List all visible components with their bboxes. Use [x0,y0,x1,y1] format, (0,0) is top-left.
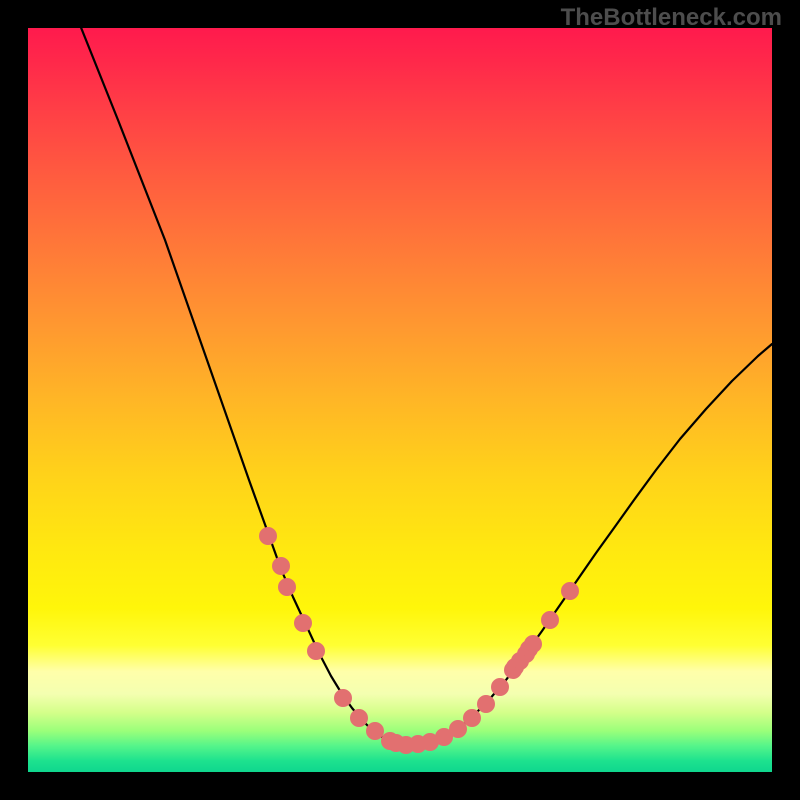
data-marker [492,679,509,696]
bottleneck-chart [28,28,772,772]
attribution-text: TheBottleneck.com [561,4,782,32]
data-marker [464,710,481,727]
gradient-background [28,28,772,772]
data-marker [478,696,495,713]
data-marker [450,721,467,738]
data-marker [295,615,312,632]
data-marker [335,690,352,707]
data-marker [367,723,384,740]
data-marker [351,710,368,727]
data-marker [525,636,542,653]
data-marker [308,643,325,660]
data-marker [562,583,579,600]
data-marker [260,528,277,545]
data-marker [273,558,290,575]
data-marker [279,579,296,596]
data-marker [542,612,559,629]
